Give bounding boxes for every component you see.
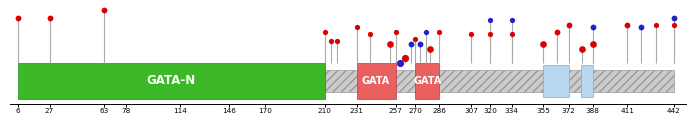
Bar bbox=[543, 65, 569, 97]
Bar bbox=[415, 63, 439, 99]
Bar bbox=[581, 65, 593, 97]
Bar bbox=[325, 70, 674, 92]
Bar bbox=[356, 63, 396, 99]
Text: GATA: GATA bbox=[413, 76, 441, 86]
Bar bbox=[18, 63, 325, 99]
Text: GATA: GATA bbox=[362, 76, 390, 86]
Text: GATA-N: GATA-N bbox=[147, 74, 196, 87]
